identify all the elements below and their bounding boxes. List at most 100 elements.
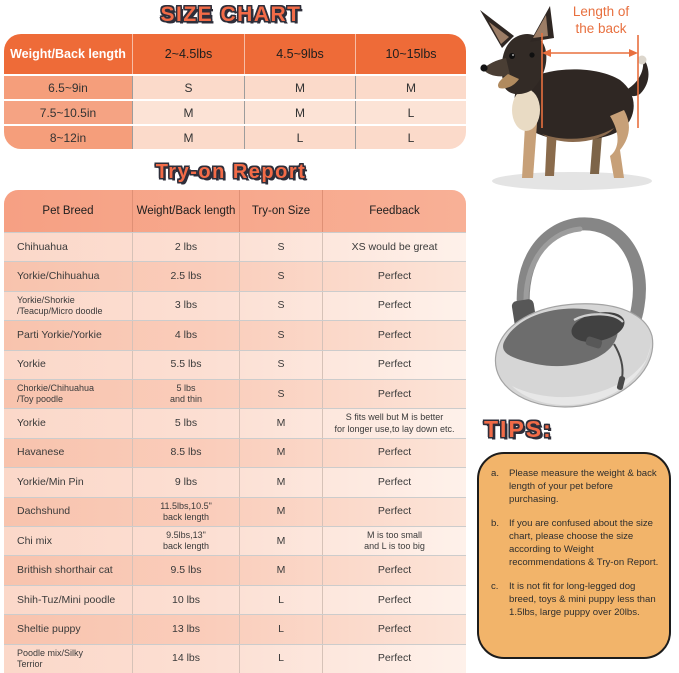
pet-breed-cell: Poodle mix/Silky Terrior	[17, 647, 84, 669]
table-row: Yorkie/Shorkie /Teacup/Micro doodle 3 lb…	[4, 290, 466, 321]
tryon-header-cell: Try-on Size	[239, 190, 322, 232]
feedback-cell: Perfect	[322, 291, 466, 321]
size-chart-header-cell: 4.5~9lbs	[244, 34, 355, 74]
pet-breed-cell: Yorkie/Chihuahua	[17, 270, 100, 283]
size-cell: L	[355, 126, 466, 149]
table-row: Parti Yorkie/Yorkie 4 lbs S Perfect	[4, 320, 466, 350]
feedback-cell: Perfect	[322, 321, 466, 350]
feedback-cell: M is too small and L is too big	[322, 527, 466, 556]
size-chart-header-cell: Weight/Back length	[10, 47, 126, 61]
feedback-cell: Perfect	[322, 585, 466, 615]
feedback-cell: Perfect	[322, 438, 466, 468]
size-chart-title: SIZE CHART	[160, 3, 302, 26]
pet-sling-photo	[494, 217, 654, 408]
tip-text: Please measure the weight & back length …	[509, 468, 657, 506]
sling-carrier-figure	[468, 204, 668, 414]
tryon-size-cell: S	[239, 350, 322, 380]
table-row: Havanese 8.5 lbs M Perfect	[4, 437, 466, 468]
pet-breed-cell: Havanese	[17, 446, 65, 459]
weight-cell: 9.5 lbs	[132, 556, 239, 585]
feedback-cell: Perfect	[322, 468, 466, 497]
tryon-size-cell: M	[239, 438, 322, 468]
tryon-header-cell: Weight/Back length	[132, 190, 239, 232]
back-length-measure-lines	[541, 33, 639, 128]
table-row: Yorkie 5 lbs M S fits well but M is bett…	[4, 408, 466, 438]
feedback-cell: Perfect	[322, 350, 466, 380]
tryon-size-cell: S	[239, 380, 322, 409]
table-row: Poodle mix/Silky Terrior 14 lbs L Perfec…	[4, 643, 466, 673]
tryon-size-cell: M	[239, 556, 322, 585]
tryon-header-cell: Feedback	[322, 190, 466, 232]
pet-breed-cell: Yorkie/Min Pin	[17, 475, 84, 488]
size-chart-row: 8~12in M L L	[4, 124, 466, 149]
tip-label: c.	[491, 580, 499, 592]
size-chart-header-cell: 10~15lbs	[355, 34, 466, 74]
weight-cell: 13 lbs	[132, 615, 239, 644]
feedback-cell: XS would be great	[322, 233, 466, 262]
table-row: Sheltie puppy 13 lbs L Perfect	[4, 614, 466, 644]
size-cell: L	[355, 101, 466, 124]
weight-cell: 5.5 lbs	[132, 350, 239, 380]
size-chart-header-row: Weight/Back length 2~4.5lbs 4.5~9lbs 10~…	[4, 34, 466, 74]
tip-item: a. Please measure the weight & back leng…	[491, 467, 659, 507]
tryon-size-cell: M	[239, 468, 322, 497]
pet-breed-cell: Shih-Tuz/Mini poodle	[17, 593, 116, 606]
table-row: Chorkie/Chihuahua /Toy poodle 5 lbs and …	[4, 379, 466, 409]
weight-cell: 3 lbs	[132, 291, 239, 321]
table-row: Dachshund 11.5lbs,10.5" back length M Pe…	[4, 496, 466, 527]
pet-breed-cell: Yorkie	[17, 358, 46, 371]
tryon-header-cell: Pet Breed	[42, 205, 94, 217]
pet-breed-cell: Chi mix	[17, 534, 53, 547]
size-chart-row: 6.5~9in S M M	[4, 74, 466, 99]
feedback-cell: Perfect	[322, 262, 466, 291]
tryon-size-cell: L	[239, 644, 322, 673]
weight-cell: 9 lbs	[132, 468, 239, 497]
pet-breed-cell: Sheltie puppy	[17, 622, 81, 635]
tryon-report-title: Try-on Report	[155, 161, 307, 183]
tip-label: b.	[491, 517, 500, 529]
table-row: Chi mix 9.5lbs,13" back length M M is to…	[4, 526, 466, 556]
weight-cell: 2 lbs	[132, 233, 239, 262]
pet-breed-cell: Chihuahua	[17, 240, 68, 253]
size-chart-row: 7.5~10.5in M M L	[4, 99, 466, 124]
size-cell: M	[132, 126, 244, 149]
tip-item: c. It is not fit for long-legged dog bre…	[491, 580, 659, 620]
size-cell: M	[244, 101, 355, 124]
weight-cell: 10 lbs	[132, 585, 239, 615]
weight-cell: 11.5lbs,10.5" back length	[132, 497, 239, 527]
tryon-size-cell: L	[239, 615, 322, 644]
feedback-cell: Perfect	[322, 615, 466, 644]
table-row: Shih-Tuz/Mini poodle 10 lbs L Perfect	[4, 584, 466, 615]
tryon-size-cell: S	[239, 321, 322, 350]
table-row: Yorkie/Min Pin 9 lbs M Perfect	[4, 467, 466, 497]
weight-cell: 4 lbs	[132, 321, 239, 350]
weight-cell: 2.5 lbs	[132, 262, 239, 291]
tryon-size-cell: M	[239, 497, 322, 527]
feedback-cell: Perfect	[322, 497, 466, 527]
chihuahua-photo	[480, 6, 652, 190]
weight-cell: 14 lbs	[132, 644, 239, 673]
back-length-label: Length of the back	[572, 4, 630, 36]
size-cell: M	[132, 101, 244, 124]
pet-breed-cell: Parti Yorkie/Yorkie	[17, 328, 102, 341]
tryon-size-cell: S	[239, 291, 322, 321]
tip-item: b. If you are confused about the size ch…	[491, 517, 659, 570]
tryon-table-body: Chihuahua 2 lbs S XS would be great York…	[4, 232, 466, 673]
tryon-size-cell: M	[239, 409, 322, 438]
pet-breed-cell: Brithish shorthair cat	[17, 564, 113, 577]
tryon-report-table: Pet Breed Weight/Back length Try-on Size…	[4, 190, 466, 673]
pet-breed-cell: Dachshund	[17, 505, 71, 518]
pet-breed-cell: Yorkie	[17, 417, 46, 430]
size-cell: M	[355, 76, 466, 99]
back-length-cell: 7.5~10.5in	[4, 101, 132, 124]
back-length-cell: 8~12in	[4, 126, 132, 149]
dog-measure-figure: Length of the back	[462, 0, 679, 200]
table-row: Yorkie/Chihuahua 2.5 lbs S Perfect	[4, 261, 466, 291]
tryon-size-cell: M	[239, 527, 322, 556]
back-length-cell: 6.5~9in	[4, 76, 132, 99]
tip-text: It is not fit for long-legged dog breed,…	[509, 580, 656, 619]
tryon-size-cell: L	[239, 585, 322, 615]
feedback-cell: S fits well but M is better for longer u…	[322, 409, 466, 438]
weight-cell: 5 lbs	[132, 409, 239, 438]
